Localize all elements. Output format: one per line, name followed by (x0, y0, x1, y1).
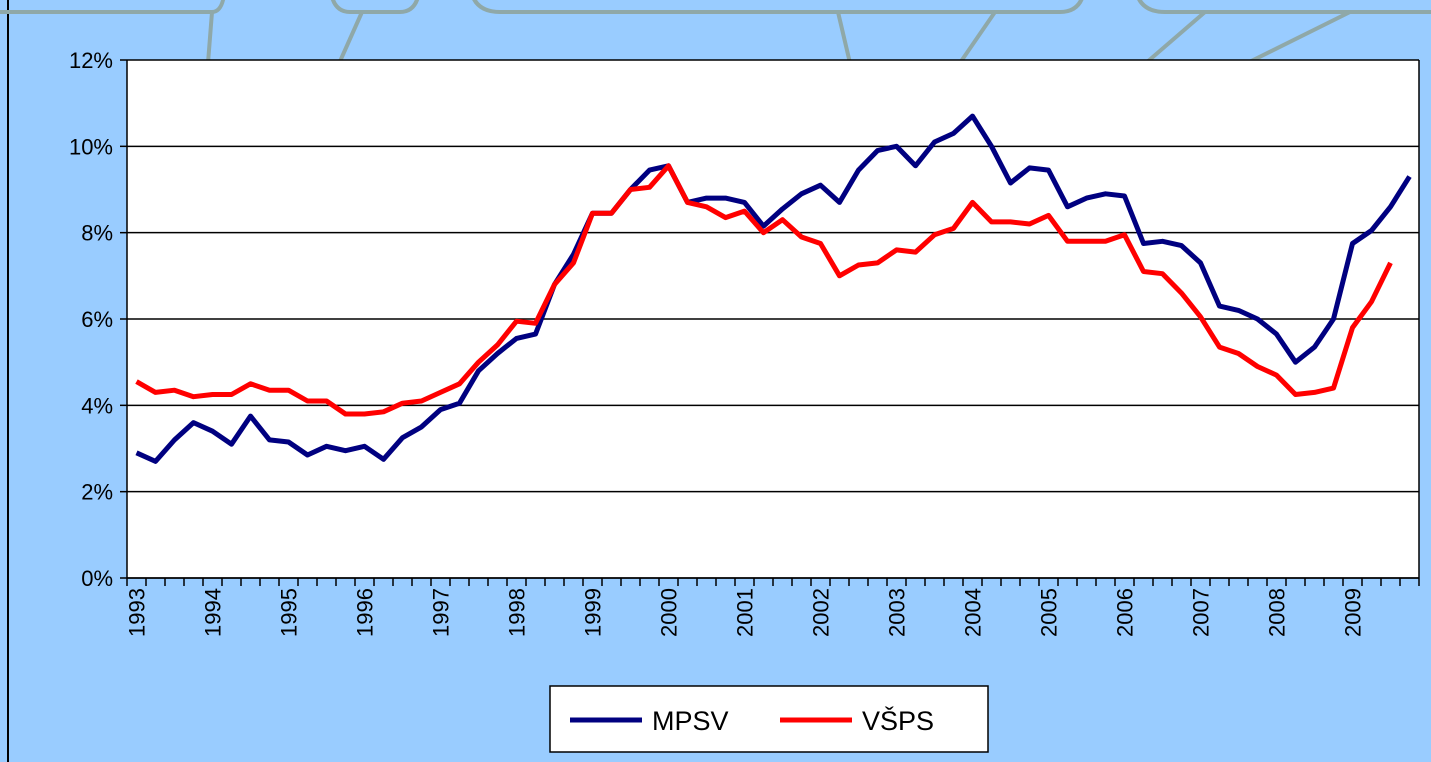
x-tick-label: 2004 (961, 588, 986, 637)
legend (549, 685, 989, 753)
callout-box (330, 0, 420, 14)
callout-box (472, 0, 1084, 14)
x-tick-label: 2000 (657, 588, 682, 637)
x-tick-label: 1997 (429, 588, 454, 637)
legend-label: VŠPS (862, 705, 934, 736)
x-tick-label: 2009 (1341, 588, 1366, 637)
x-tick-label: 1996 (353, 588, 378, 637)
x-tick-label: 2008 (1265, 588, 1290, 637)
x-tick-label: 2006 (1113, 588, 1138, 637)
x-tick-label: 1998 (505, 588, 530, 637)
y-tick-label: 2% (81, 480, 113, 505)
callout-box (1137, 0, 1431, 14)
x-tick-label: 1994 (201, 588, 226, 637)
series-line (135, 163, 1393, 417)
x-tick-label: 1999 (581, 588, 606, 637)
y-tick-label: 8% (81, 221, 113, 246)
x-tick-label: 2005 (1037, 588, 1062, 637)
y-tick-label: 4% (81, 393, 113, 418)
x-tick-label: 1993 (125, 588, 150, 637)
y-tick-label: 10% (69, 134, 113, 159)
legend-label: MPSV (652, 706, 729, 736)
y-tick-label: 0% (81, 566, 113, 591)
x-tick-label: 2007 (1189, 588, 1214, 637)
y-tick-label: 6% (81, 307, 113, 332)
series-line (135, 113, 1412, 464)
x-tick-label: 1995 (277, 588, 302, 637)
x-tick-label: 2002 (809, 588, 834, 637)
x-tick-label: 2001 (733, 588, 758, 637)
x-tick-label: 2003 (885, 588, 910, 637)
y-tick-label: 12% (69, 48, 113, 73)
